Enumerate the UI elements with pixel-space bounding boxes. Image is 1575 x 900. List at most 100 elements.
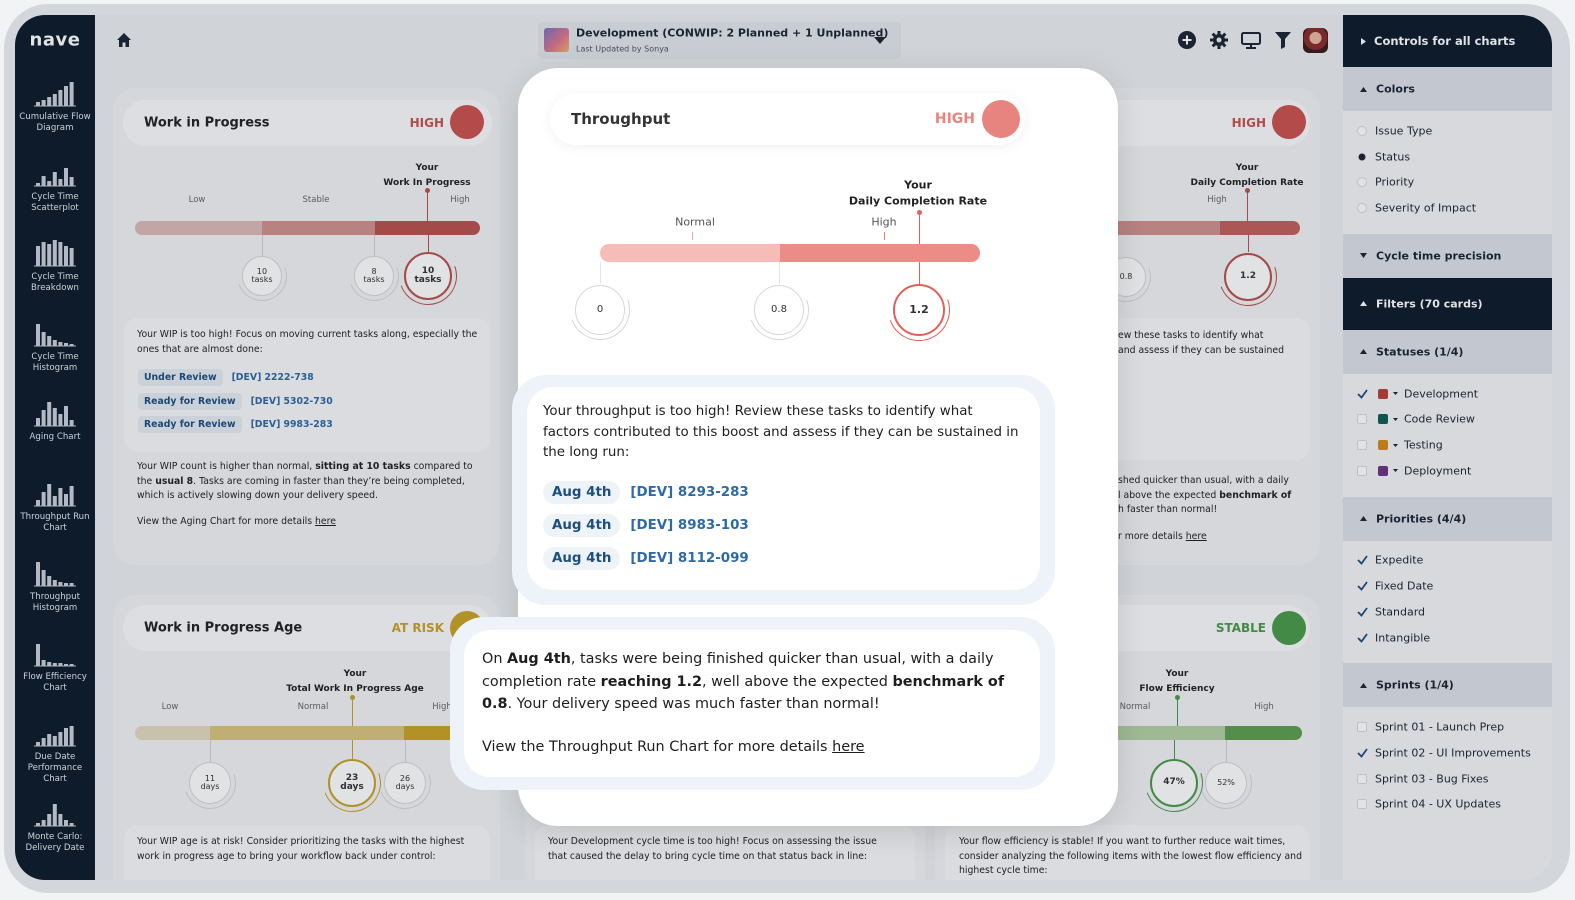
nav-label[interactable]: Due Date Performance Chart [27, 752, 83, 784]
nav-icon[interactable] [34, 78, 76, 107]
pin-dot [349, 694, 355, 700]
section-header[interactable] [1343, 496, 1552, 541]
icon-bar [47, 814, 52, 826]
shape [1360, 516, 1367, 522]
task-link[interactable]: Ready for Review [DEV] 9983-283 [138, 416, 333, 433]
connector [919, 212, 921, 244]
option-label[interactable]: Sprint 02 - UI Improvements [1375, 746, 1531, 760]
icon-bar [41, 738, 46, 746]
home-icon[interactable] [116, 32, 132, 48]
link[interactable]: here [832, 739, 865, 755]
settings-icon[interactable] [1210, 31, 1228, 49]
ring: 0.8 [754, 285, 804, 335]
task-id: [DEV] 8983-103 [630, 518, 749, 533]
nav-icon[interactable] [34, 558, 76, 587]
checkbox[interactable] [1357, 555, 1368, 566]
text-segment: . Tasks are coming in faster than they’r… [137, 475, 465, 502]
text-segment: benchmark of 0.8 [482, 673, 1005, 713]
filter-icon[interactable] [1275, 32, 1291, 49]
text-segment: h faster than normal! [1118, 504, 1218, 515]
radio[interactable] [1357, 177, 1367, 188]
nav-label[interactable]: Aging Chart [29, 432, 81, 442]
text-line: l above the expected benchmark of [1118, 489, 1291, 504]
nav-label[interactable]: Cycle Time Scatterplot [31, 192, 79, 213]
shape [1217, 31, 1221, 36]
section-header[interactable] [1343, 329, 1552, 374]
board-dropdown[interactable] [538, 22, 901, 59]
text-segment: l above the expected [1118, 489, 1220, 501]
link[interactable]: here [315, 516, 336, 527]
option-label[interactable]: Sprint 04 - UX Updates [1375, 797, 1501, 811]
checkbox[interactable] [1357, 722, 1367, 733]
radio[interactable] [1357, 125, 1367, 136]
option-label[interactable]: Development [1404, 387, 1479, 401]
nav-icon[interactable] [34, 158, 76, 187]
checkbox[interactable] [1357, 581, 1368, 591]
section-header[interactable] [1343, 277, 1552, 330]
checkbox[interactable] [1357, 607, 1368, 617]
radio[interactable] [1357, 202, 1367, 213]
marker: Your [904, 178, 932, 192]
dropdown-caret[interactable] [874, 37, 886, 44]
option-label[interactable]: Expedite [1375, 553, 1424, 567]
task-link[interactable]: Aug 4th [DEV] 8112-099 [543, 547, 749, 570]
nav-icon[interactable] [34, 718, 76, 747]
task-link[interactable]: Aug 4th [DEV] 8983-103 [543, 514, 749, 537]
checkbox[interactable] [1357, 799, 1367, 810]
nav-label[interactable]: Monte Carlo: Delivery Date [25, 832, 85, 853]
marker: Your [1165, 669, 1189, 679]
nav-icon[interactable] [34, 798, 76, 827]
option-label[interactable]: Issue Type [1375, 124, 1433, 138]
icon-bar [41, 242, 46, 266]
option-label[interactable]: Severity of Impact [1375, 201, 1477, 215]
section-header[interactable] [1343, 663, 1552, 708]
task-link[interactable]: Aug 4th [DEV] 8293-283 [543, 481, 749, 504]
nav-icon[interactable] [34, 638, 76, 667]
nav-label[interactable]: Cycle Time Breakdown [31, 272, 79, 293]
section-header[interactable] [1343, 67, 1552, 111]
option-label[interactable]: Status [1375, 150, 1411, 163]
checkbox[interactable] [1357, 465, 1367, 476]
option-label[interactable]: Fixed Date [1375, 579, 1434, 593]
connector [692, 232, 694, 240]
nav-label[interactable]: Throughput Run Chart [20, 512, 90, 533]
task-link[interactable]: Under Review [DEV] 2222-738 [138, 369, 314, 386]
checkbox[interactable] [1357, 414, 1367, 425]
avatar[interactable] [1303, 28, 1328, 53]
radio[interactable] [1358, 153, 1366, 160]
task-link[interactable]: Ready for Review [DEV] 5302-730 [138, 392, 333, 410]
option-label[interactable]: Sprint 01 - Launch Prep [1375, 720, 1505, 734]
section-header[interactable] [1343, 233, 1552, 278]
option-label[interactable]: Standard [1375, 605, 1426, 619]
nav-label[interactable]: Cumulative Flow Diagram [19, 112, 91, 133]
option-label[interactable]: Deployment [1404, 464, 1472, 478]
display-icon[interactable] [1241, 32, 1261, 49]
nav-label[interactable]: Flow Efficiency Chart [23, 672, 87, 693]
checkbox[interactable] [1357, 773, 1367, 784]
checkbox[interactable] [1357, 632, 1368, 643]
link[interactable]: here [1185, 531, 1207, 542]
icon-bar [47, 734, 52, 746]
checkbox[interactable] [1357, 748, 1368, 758]
nav-icon[interactable] [34, 318, 76, 347]
option-label[interactable]: Sprint 03 - Bug Fixes [1375, 772, 1489, 786]
checkbox[interactable] [1357, 440, 1367, 450]
controls-header[interactable] [1343, 15, 1552, 67]
add-icon[interactable] [1178, 31, 1196, 49]
section-title: Filters (70 cards) [1376, 297, 1483, 311]
option-label[interactable]: Code Review [1404, 412, 1475, 426]
checkbox[interactable] [1357, 389, 1368, 399]
option-label[interactable]: Testing [1404, 438, 1443, 452]
nav-icon[interactable] [34, 238, 76, 267]
icon-bar [69, 82, 74, 106]
nav-label[interactable]: Throughput Histogram [30, 592, 80, 613]
option-label[interactable]: Priority [1375, 175, 1415, 189]
date-chip: Aug 4th [543, 547, 621, 570]
nav-icon[interactable] [34, 478, 76, 507]
board-title[interactable]: Development (CONWIP: 2 Planned + 1 Unpla… [576, 26, 889, 40]
nav-label[interactable]: Cycle Time Histogram [31, 352, 79, 373]
option-label[interactable]: Intangible [1375, 631, 1431, 644]
status-swatch [1378, 388, 1388, 399]
nav-icon[interactable] [34, 398, 76, 427]
